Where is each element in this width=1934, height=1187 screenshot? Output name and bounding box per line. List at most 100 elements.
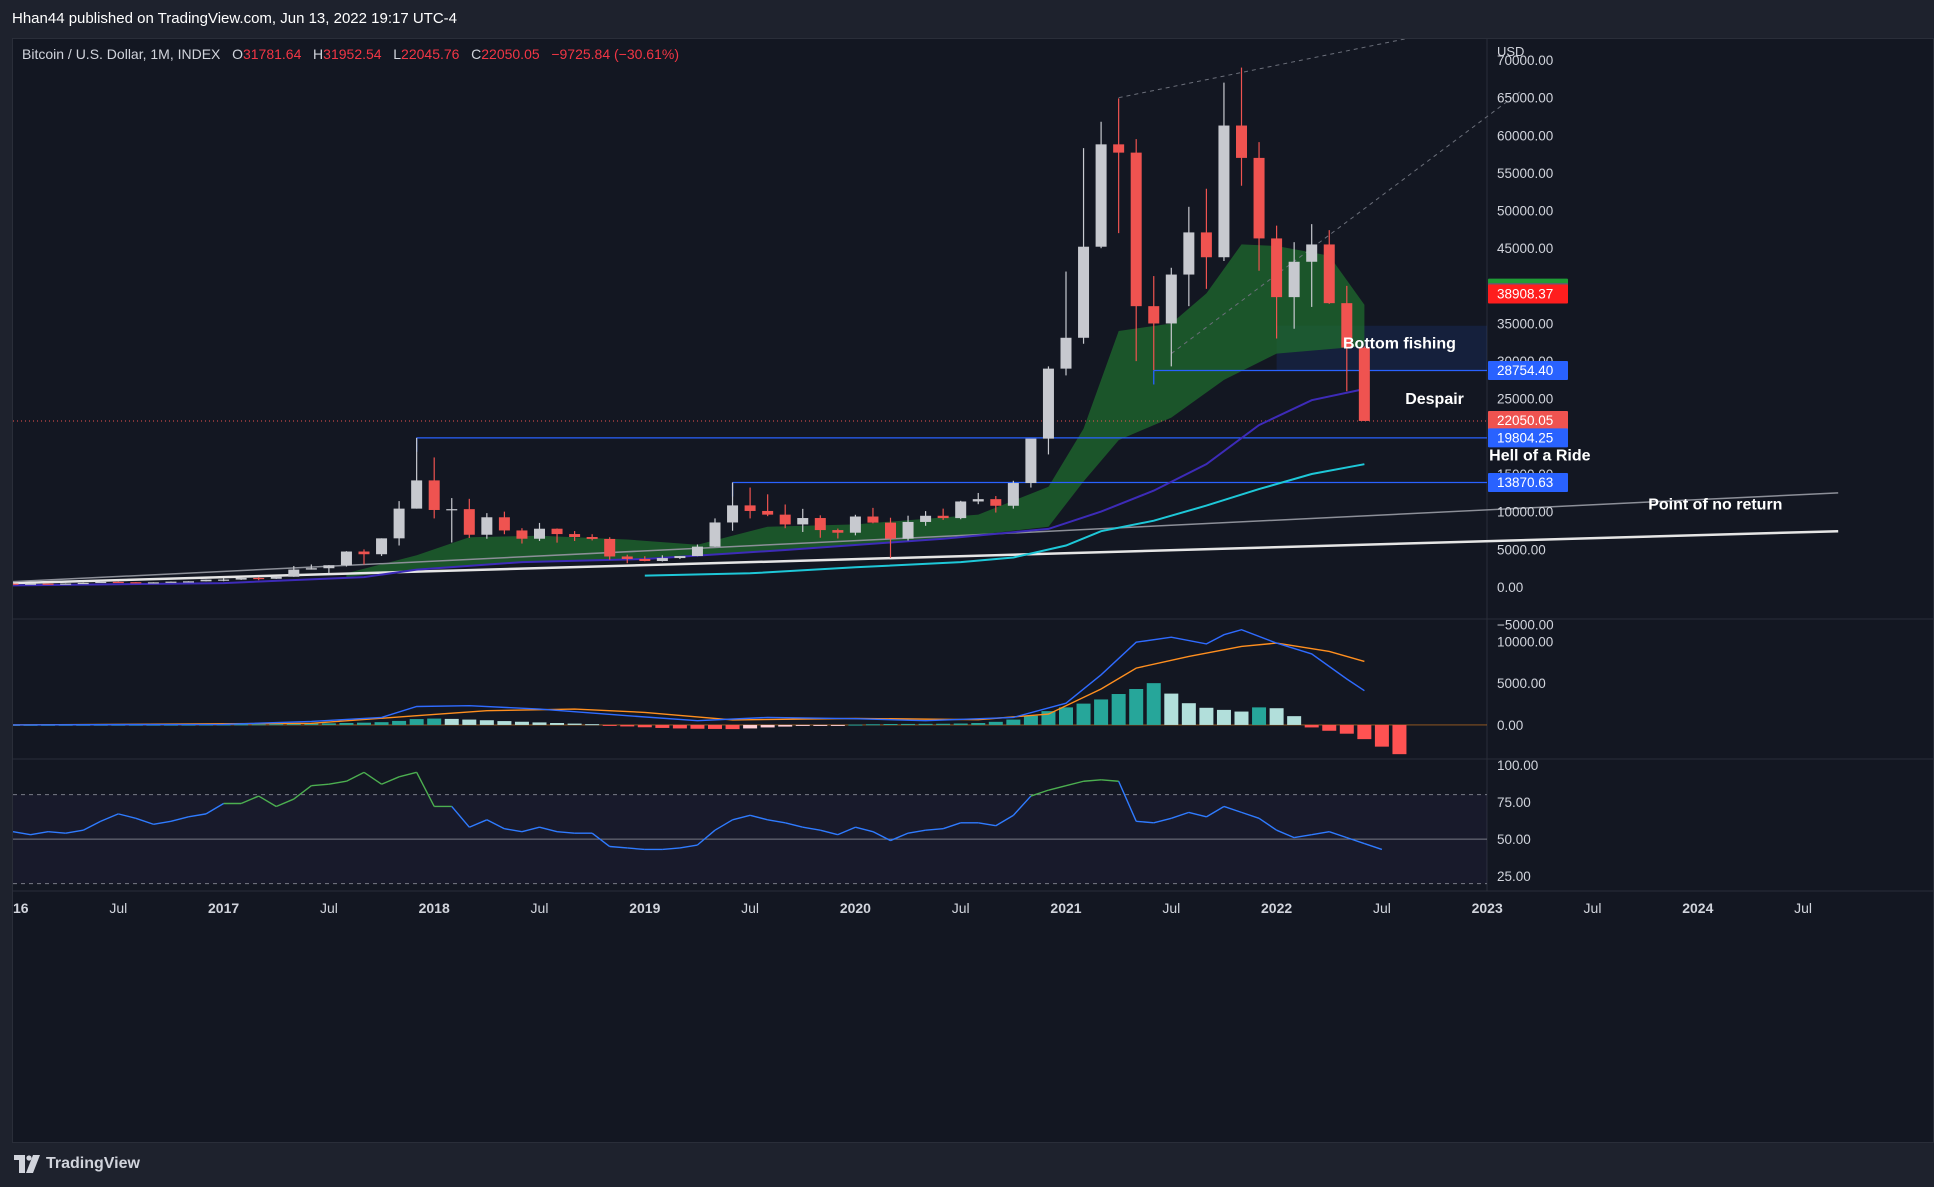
- time-tick-label: 2024: [1682, 900, 1713, 916]
- macd-histogram-bar: [918, 723, 933, 725]
- macd-histogram-bar: [427, 718, 442, 725]
- time-tick-label: Jul: [109, 900, 127, 916]
- macd-histogram-bar: [1234, 711, 1249, 725]
- price-badge-label: 13870.63: [1497, 475, 1553, 490]
- currency-label: USD: [1497, 44, 1524, 59]
- macd-histogram-bar: [848, 724, 863, 726]
- candle-body: [1165, 274, 1177, 324]
- rsi-line-segment: [855, 826, 874, 833]
- price-badge: [1488, 473, 1568, 492]
- macd-histogram-bar: [567, 723, 582, 725]
- macd-histogram-bar: [708, 724, 722, 729]
- candle-body: [621, 556, 633, 559]
- candle-body: [674, 556, 686, 559]
- candle-body: [709, 522, 721, 547]
- candle-body: [288, 569, 300, 577]
- macd-histogram-bar: [1041, 711, 1056, 725]
- macd-histogram-bar: [321, 723, 336, 725]
- macd-histogram-bar: [339, 723, 354, 725]
- candle-body: [639, 558, 651, 562]
- candle-body: [253, 577, 265, 580]
- rsi-tick-label: 75.00: [1497, 795, 1531, 810]
- rsi-line-segment: [153, 820, 172, 825]
- candle-body: [797, 518, 809, 525]
- rsi-line-segment: [328, 780, 347, 785]
- rsi-line-segment: [381, 776, 400, 785]
- macd-histogram-bar: [1374, 724, 1389, 747]
- price-tick-label: −5000.00: [1497, 618, 1554, 633]
- open-label: O: [232, 46, 243, 62]
- candle-body: [551, 528, 563, 535]
- macd-histogram-bar: [795, 724, 810, 726]
- candle-body: [779, 514, 791, 525]
- rsi-line-segment: [872, 831, 891, 842]
- macd-histogram-bar: [953, 723, 968, 725]
- candle-body: [1236, 125, 1247, 158]
- macd-histogram-bar: [1322, 724, 1337, 731]
- candle-body: [95, 581, 107, 584]
- rsi-line-segment: [13, 830, 31, 836]
- macd-histogram-bar: [1129, 689, 1144, 725]
- candle-body: [60, 583, 72, 585]
- chart-canvas[interactable]: Bottom fishing Despair Hell of a Ride Point…: [13, 39, 1933, 1142]
- rsi-line-segment: [679, 844, 698, 849]
- tradingview-logo[interactable]: TradingView: [14, 1155, 140, 1173]
- candle-body: [849, 516, 861, 533]
- rsi-line-segment: [556, 830, 575, 834]
- rsi-tick-label: 25.00: [1497, 869, 1531, 884]
- rsi-line-segment: [1346, 836, 1365, 845]
- price-badge: [1488, 284, 1568, 304]
- ma-cyan-line: [644, 463, 1365, 577]
- rsi-line-segment: [1065, 780, 1084, 787]
- candle-body: [1288, 261, 1300, 298]
- candle-body: [218, 579, 230, 581]
- candle-body: [428, 480, 440, 510]
- rsi-line-segment: [1188, 811, 1207, 818]
- rsi-line-segment: [1118, 780, 1137, 822]
- macd-histogram-bar: [1287, 716, 1302, 725]
- time-tick-label: Jul: [1373, 900, 1391, 916]
- rsi-line-segment: [1329, 831, 1348, 839]
- time-tick-label: Jul: [1794, 900, 1812, 916]
- rsi-line-segment: [785, 822, 803, 828]
- candle-body: [586, 536, 598, 539]
- time-tick-label: 2022: [1261, 900, 1292, 916]
- rsi-line-segment: [398, 771, 417, 778]
- rsi-line-segment: [311, 783, 329, 787]
- price-tick-label: 25000.00: [1497, 392, 1553, 407]
- price-tick-label: 10000.00: [1497, 505, 1553, 520]
- rsi-line-segment: [48, 830, 66, 834]
- rsi-line-segment: [995, 814, 1014, 827]
- candle-body: [358, 551, 370, 555]
- candle-body: [1253, 157, 1265, 239]
- macd-histogram-bar: [497, 721, 512, 725]
- candle-body: [1113, 144, 1125, 153]
- candle-body: [1095, 144, 1107, 247]
- macd-histogram-bar: [462, 719, 477, 725]
- rsi-line-segment: [802, 826, 821, 831]
- candle-body: [814, 518, 826, 531]
- macd-histogram-bar: [286, 723, 301, 725]
- candle-body: [1130, 152, 1142, 307]
- price-tick-label: 5000.00: [1497, 542, 1546, 557]
- candle-body: [1200, 232, 1212, 258]
- price-tick-label: 0.00: [1497, 580, 1523, 595]
- rsi-line-segment: [1012, 795, 1032, 816]
- symbol-title[interactable]: Bitcoin / U.S. Dollar, 1M, INDEX: [22, 46, 221, 62]
- candle-body: [147, 582, 159, 584]
- rsi-line-segment: [820, 829, 839, 836]
- price-badge-label: 19804.25: [1497, 430, 1553, 445]
- candle-body: [1042, 368, 1054, 439]
- annotation-label: Hell of a Ride: [1489, 447, 1590, 464]
- macd-histogram-bar: [936, 723, 951, 725]
- macd-histogram-bar: [690, 724, 705, 729]
- chart-area[interactable]: Bottom fishing Despair Hell of a Ride Point…: [12, 38, 1934, 1143]
- rsi-line-segment: [837, 826, 856, 836]
- rsi-tick-label: 100.00: [1497, 758, 1538, 773]
- candle-body: [534, 528, 545, 539]
- rsi-line-segment: [978, 822, 996, 827]
- low-label: L: [393, 46, 402, 62]
- candle-body: [463, 509, 475, 535]
- candle-body: [235, 577, 247, 580]
- rsi-line-segment: [1258, 817, 1277, 831]
